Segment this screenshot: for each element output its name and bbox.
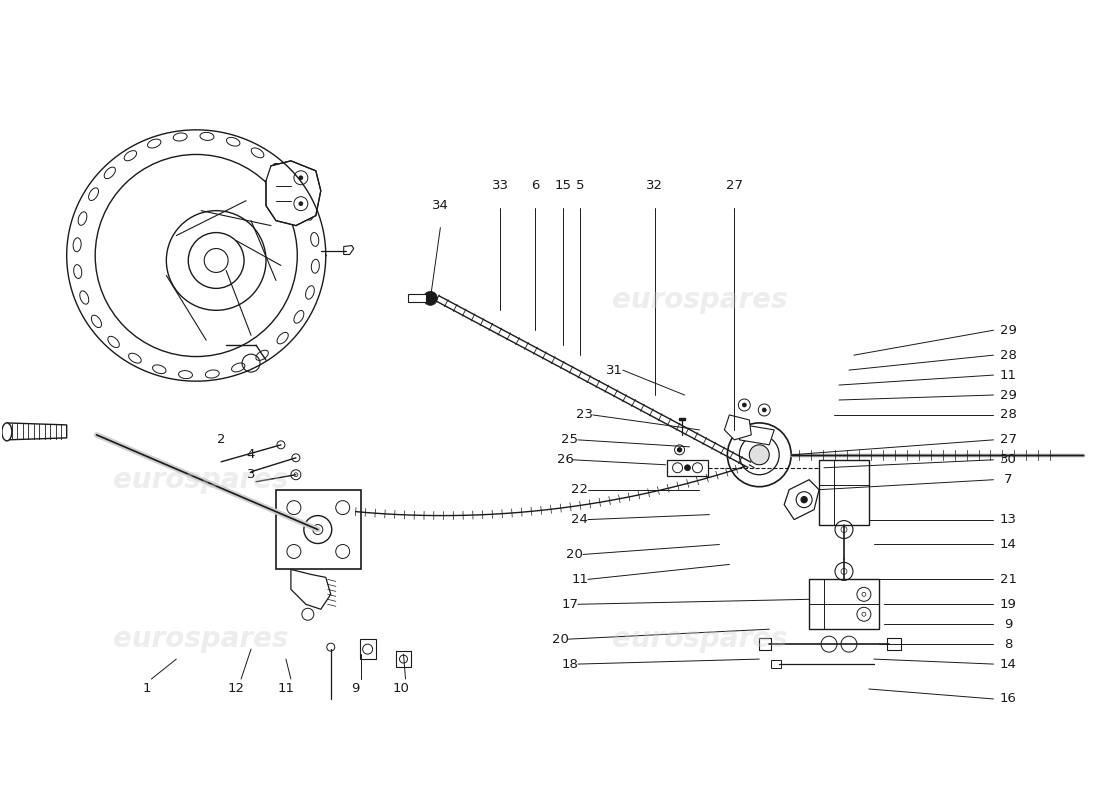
Text: 30: 30: [1000, 454, 1016, 466]
Circle shape: [749, 445, 769, 465]
Text: 28: 28: [1000, 349, 1016, 362]
Text: 31: 31: [606, 364, 624, 377]
Text: 11: 11: [571, 573, 588, 586]
Text: 10: 10: [392, 682, 409, 695]
Text: 29: 29: [1000, 324, 1016, 337]
Text: 9: 9: [352, 682, 360, 695]
Text: 13: 13: [1000, 513, 1016, 526]
Circle shape: [299, 176, 303, 180]
Text: eurospares: eurospares: [612, 286, 788, 314]
Circle shape: [842, 569, 847, 574]
Polygon shape: [810, 579, 879, 630]
Circle shape: [294, 473, 298, 477]
Text: 23: 23: [576, 409, 593, 422]
Circle shape: [327, 643, 334, 651]
Text: 18: 18: [561, 658, 579, 670]
Text: 12: 12: [228, 682, 244, 695]
Text: 11: 11: [277, 682, 295, 695]
Circle shape: [678, 448, 682, 452]
Polygon shape: [7, 423, 67, 440]
Text: 6: 6: [531, 179, 539, 192]
Circle shape: [693, 462, 703, 473]
Circle shape: [684, 465, 691, 470]
Text: 14: 14: [1000, 658, 1016, 670]
Circle shape: [312, 525, 322, 534]
Text: 29: 29: [1000, 389, 1016, 402]
Text: 32: 32: [646, 179, 663, 192]
Text: 34: 34: [432, 199, 449, 212]
Text: 17: 17: [561, 598, 579, 610]
Bar: [408, 294, 427, 302]
Text: 4: 4: [246, 448, 255, 462]
Text: 8: 8: [1004, 638, 1013, 650]
Text: 7: 7: [1004, 474, 1013, 486]
Text: 16: 16: [1000, 693, 1016, 706]
Polygon shape: [759, 638, 771, 650]
Polygon shape: [887, 638, 901, 650]
Text: 3: 3: [246, 468, 255, 482]
Bar: [360, 639, 375, 659]
Text: 27: 27: [726, 179, 742, 192]
Polygon shape: [266, 161, 321, 226]
Text: 20: 20: [566, 548, 583, 561]
Text: 15: 15: [554, 179, 572, 192]
Text: 1: 1: [142, 682, 151, 695]
Polygon shape: [667, 460, 708, 476]
Polygon shape: [276, 490, 361, 570]
Polygon shape: [771, 660, 781, 668]
Circle shape: [292, 454, 300, 462]
Circle shape: [672, 462, 682, 473]
Text: 28: 28: [1000, 409, 1016, 422]
Circle shape: [424, 291, 438, 306]
Ellipse shape: [2, 423, 12, 441]
Text: eurospares: eurospares: [113, 466, 289, 494]
Polygon shape: [396, 651, 411, 667]
Circle shape: [299, 202, 303, 206]
Text: 33: 33: [492, 179, 508, 192]
Circle shape: [742, 403, 746, 407]
Circle shape: [801, 497, 807, 502]
Text: 20: 20: [551, 633, 569, 646]
Circle shape: [277, 441, 285, 449]
Text: 11: 11: [1000, 369, 1016, 382]
Text: 21: 21: [1000, 573, 1016, 586]
Text: 2: 2: [217, 434, 226, 446]
Polygon shape: [739, 425, 774, 445]
Circle shape: [862, 592, 866, 596]
Polygon shape: [725, 415, 751, 440]
Polygon shape: [820, 460, 869, 525]
Text: 14: 14: [1000, 538, 1016, 551]
Polygon shape: [290, 570, 331, 610]
Text: 25: 25: [561, 434, 579, 446]
Circle shape: [862, 612, 866, 616]
Text: eurospares: eurospares: [113, 625, 289, 653]
Text: 22: 22: [571, 483, 588, 496]
Text: 24: 24: [572, 513, 588, 526]
Text: 26: 26: [557, 454, 573, 466]
Text: 19: 19: [1000, 598, 1016, 610]
Polygon shape: [343, 246, 354, 254]
Text: eurospares: eurospares: [612, 625, 788, 653]
Text: 27: 27: [1000, 434, 1016, 446]
Circle shape: [842, 526, 847, 533]
Circle shape: [762, 408, 767, 412]
Polygon shape: [679, 418, 684, 420]
Text: 5: 5: [575, 179, 584, 192]
Text: 9: 9: [1004, 618, 1013, 630]
Polygon shape: [784, 480, 820, 519]
